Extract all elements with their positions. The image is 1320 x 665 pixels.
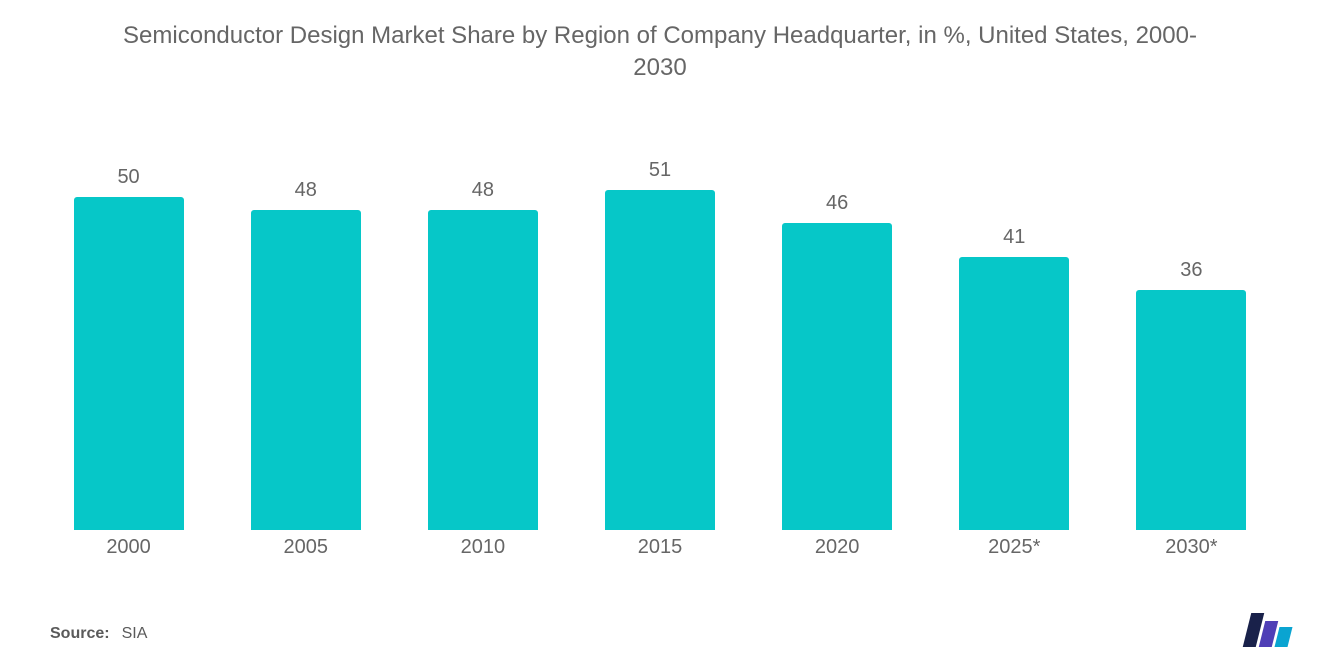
bar-value-label: 48	[472, 179, 494, 202]
category-label: 2030*	[1103, 536, 1280, 559]
bar-column: 48	[394, 130, 571, 530]
bar	[605, 190, 715, 530]
bar-value-label: 48	[295, 179, 317, 202]
source-attribution: Source: SIA	[50, 625, 147, 643]
plot-area: 50 48 48 51 46 41 36	[40, 130, 1280, 530]
bar	[251, 210, 361, 530]
category-label: 2010	[394, 536, 571, 559]
bar	[428, 210, 538, 530]
bar-value-label: 41	[1003, 226, 1025, 249]
bar-value-label: 50	[117, 166, 139, 189]
bar-value-label: 51	[649, 159, 671, 182]
bar	[959, 257, 1069, 530]
bar-column: 50	[40, 130, 217, 530]
chart-title: Semiconductor Design Market Share by Reg…	[0, 0, 1320, 85]
bar-column: 48	[217, 130, 394, 530]
source-label: Source:	[50, 625, 110, 643]
source-value: SIA	[122, 625, 148, 643]
category-label: 2020	[749, 536, 926, 559]
category-label: 2015	[571, 536, 748, 559]
bar-value-label: 46	[826, 192, 848, 215]
bar	[1136, 290, 1246, 530]
bar-column: 46	[749, 130, 926, 530]
bar	[74, 197, 184, 530]
bar-column: 36	[1103, 130, 1280, 530]
chart-container: Semiconductor Design Market Share by Reg…	[0, 0, 1320, 665]
bar-column: 41	[926, 130, 1103, 530]
bar	[782, 223, 892, 530]
bar-value-label: 36	[1180, 259, 1202, 282]
category-label: 2000	[40, 536, 217, 559]
logo-bar-3	[1275, 627, 1293, 647]
category-axis: 200020052010201520202025*2030*	[40, 536, 1280, 559]
category-label: 2025*	[926, 536, 1103, 559]
brand-logo	[1247, 613, 1290, 647]
category-label: 2005	[217, 536, 394, 559]
bar-column: 51	[571, 130, 748, 530]
